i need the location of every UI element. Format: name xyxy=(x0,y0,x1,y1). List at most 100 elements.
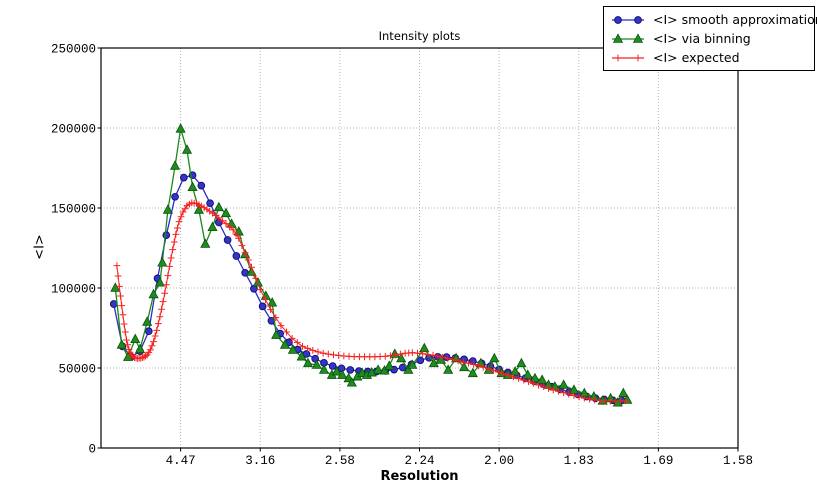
data-point-plus xyxy=(575,393,583,401)
data-point-plus xyxy=(262,296,269,303)
data-point-plus xyxy=(304,345,312,352)
data-point-plus xyxy=(150,338,157,345)
data-point-plus xyxy=(570,392,578,399)
data-point-triangle xyxy=(134,343,146,354)
data-point-triangle xyxy=(130,333,141,343)
data-point-triangle xyxy=(116,339,127,349)
data-point-triangle xyxy=(337,369,348,379)
data-point-plus xyxy=(185,200,193,208)
data-point-plus xyxy=(434,352,442,360)
data-point-plus xyxy=(121,328,129,336)
data-point-triangle xyxy=(459,361,470,372)
data-point-triangle xyxy=(162,204,173,214)
data-point-plus xyxy=(309,347,317,354)
data-point-triangle xyxy=(379,365,390,375)
series-line xyxy=(114,128,628,404)
data-point-circle xyxy=(223,236,232,244)
data-point-triangle xyxy=(213,201,224,212)
data-point-plus xyxy=(256,286,264,293)
data-point-circle xyxy=(162,231,171,240)
data-point-plus xyxy=(545,384,552,392)
data-point-plus xyxy=(169,246,177,253)
data-point-plus xyxy=(335,352,343,359)
data-point-triangle xyxy=(612,32,624,43)
x-tick-label: 2.58 xyxy=(325,454,355,468)
data-point-plus xyxy=(244,256,252,264)
plus-line-marker-icon xyxy=(612,54,644,61)
legend-entry-via-binning: <I> via binning xyxy=(610,30,808,47)
x-tick-label: 1.69 xyxy=(643,454,673,468)
data-point-triangle xyxy=(558,379,569,389)
data-point-triangle xyxy=(157,257,168,267)
data-point-triangle xyxy=(187,181,198,191)
data-point-circle xyxy=(346,366,355,374)
data-point-plus xyxy=(565,390,573,398)
data-point-triangle xyxy=(384,360,395,370)
data-point-plus xyxy=(324,350,332,358)
legend: <I> smooth approximation <I> via binning… xyxy=(603,6,817,71)
chart-title: Intensity plots xyxy=(378,29,461,43)
data-point-plus xyxy=(248,263,255,271)
data-point-triangle xyxy=(279,339,291,349)
data-point-plus xyxy=(222,220,230,228)
data-point-plus xyxy=(114,272,122,280)
data-point-plus xyxy=(166,263,173,270)
data-point-triangle xyxy=(267,297,278,307)
y-tick-label: 50000 xyxy=(58,363,96,377)
data-point-plus xyxy=(170,238,178,246)
data-point-plus xyxy=(113,262,121,269)
data-point-plus xyxy=(470,361,478,368)
data-point-triangle xyxy=(366,366,377,377)
data-point-plus xyxy=(449,356,457,364)
legend-entry-expected: <I> expected xyxy=(610,49,808,66)
y-tick-label: 250000 xyxy=(51,43,96,57)
data-point-plus xyxy=(376,353,384,360)
data-point-plus xyxy=(392,351,400,359)
data-point-plus xyxy=(175,218,183,225)
data-point-plus xyxy=(172,231,180,238)
data-point-plus xyxy=(164,272,172,279)
data-point-triangle xyxy=(509,366,521,376)
data-point-plus xyxy=(520,376,528,384)
data-point-triangle xyxy=(443,364,454,374)
data-point-triangle xyxy=(318,364,330,374)
legend-entry-label: <I> smooth approximation xyxy=(653,12,817,27)
data-point-plus xyxy=(154,320,162,327)
data-point-plus xyxy=(126,348,134,356)
data-point-plus xyxy=(195,201,203,209)
x-tick-label: 1.83 xyxy=(564,454,594,468)
data-point-plus xyxy=(129,352,137,360)
data-point-plus xyxy=(330,351,337,359)
data-point-plus xyxy=(560,389,568,397)
legend-entry-smooth-approximation: <I> smooth approximation xyxy=(610,11,817,28)
data-point-plus xyxy=(119,311,127,319)
data-point-triangle xyxy=(632,32,644,43)
data-point-triangle xyxy=(148,288,159,299)
tick-marks xyxy=(97,47,739,452)
data-point-triangle xyxy=(175,123,186,133)
triangle-line-marker-icon xyxy=(612,32,644,43)
data-point-plus xyxy=(238,242,246,249)
data-point-triangle xyxy=(435,354,447,364)
y-tick-label: 100000 xyxy=(51,283,96,297)
data-point-plus xyxy=(153,327,161,334)
legend-entry-label: <I> via binning xyxy=(653,31,751,46)
data-point-plus xyxy=(272,314,280,321)
data-point-plus xyxy=(345,352,353,360)
data-point-plus xyxy=(540,383,548,391)
data-point-plus xyxy=(479,363,487,371)
data-point-triangle xyxy=(154,277,165,287)
data-point-circle xyxy=(614,15,622,24)
data-point-circle xyxy=(232,252,241,260)
data-point-plus xyxy=(484,365,492,373)
data-point-plus xyxy=(490,367,497,374)
data-point-plus xyxy=(118,302,126,309)
data-point-circle xyxy=(144,327,153,336)
data-point-plus xyxy=(606,397,614,405)
data-point-triangle xyxy=(346,377,357,387)
circle-line-marker-icon xyxy=(612,15,644,24)
data-point-triangle xyxy=(489,352,500,363)
data-point-plus xyxy=(617,397,624,405)
data-point-plus xyxy=(424,351,432,358)
data-point-plus xyxy=(120,320,128,328)
